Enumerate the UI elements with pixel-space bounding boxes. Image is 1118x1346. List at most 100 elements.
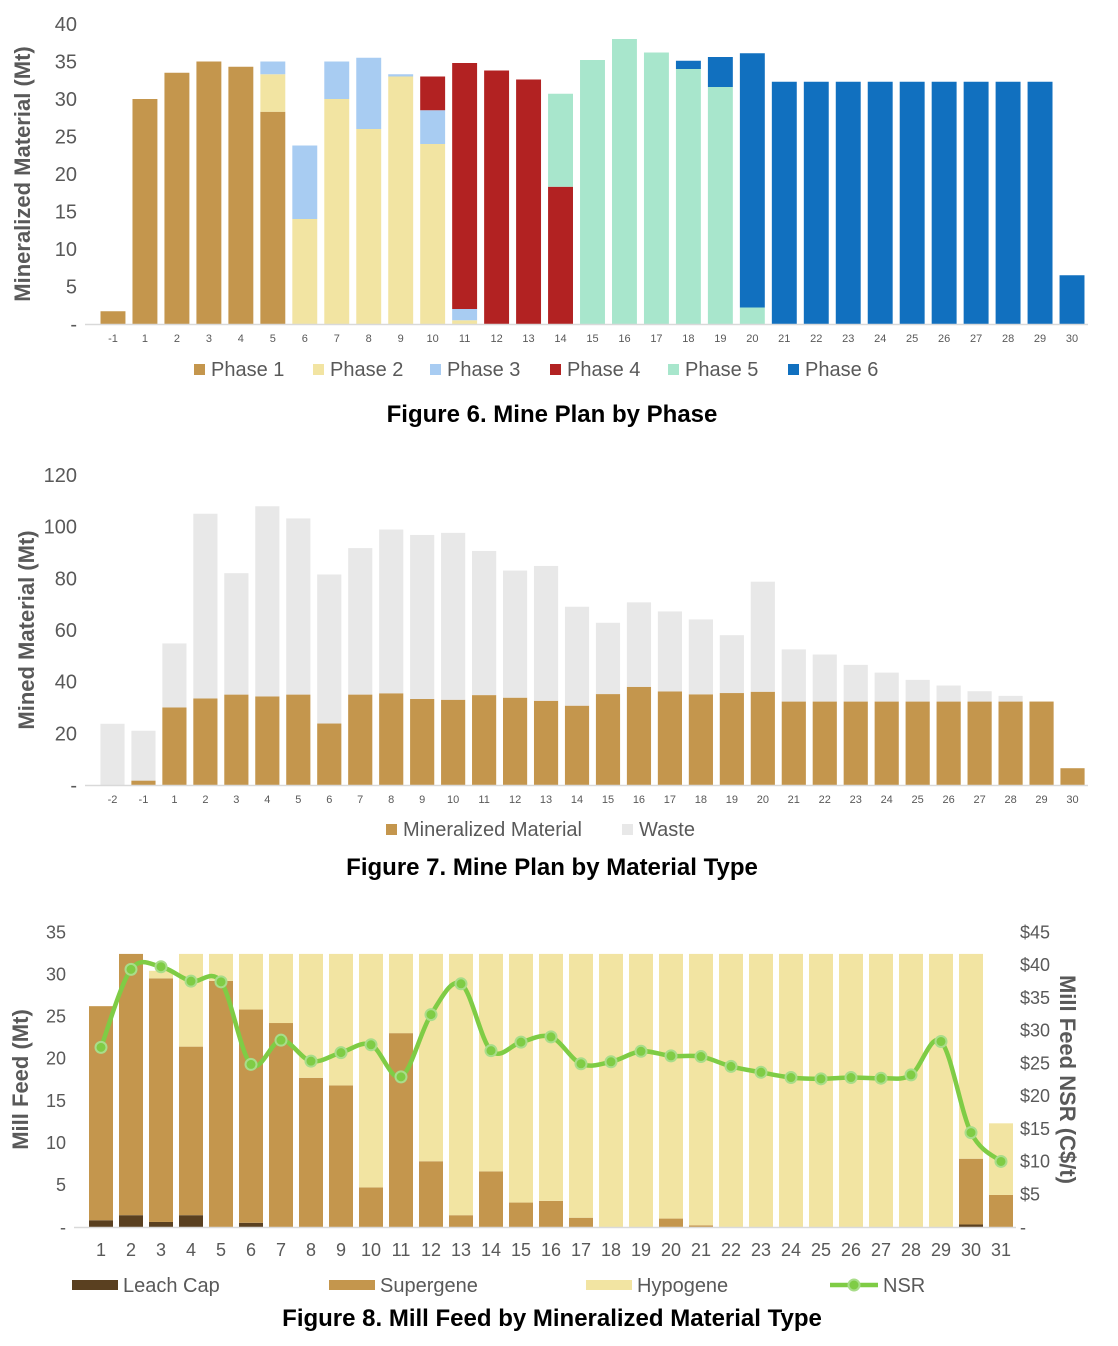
x-tick-label: 24 (874, 333, 886, 345)
bar-supergene-12 (419, 1161, 443, 1227)
bar-waste-8 (379, 529, 404, 694)
bar-supergene-21 (689, 1225, 713, 1227)
bar-waste-4 (255, 506, 280, 697)
nsr-point-25 (814, 1072, 828, 1086)
bar-phase-6-20 (739, 53, 765, 308)
legend-label-phase-4: Phase 4 (567, 359, 640, 381)
x-tick-label: 29 (931, 1240, 951, 1260)
bar-supergene-1 (89, 1006, 113, 1221)
bar-mineralized-material-27 (967, 701, 992, 785)
bar-waste-7 (348, 548, 373, 695)
bar-hypogene-26 (839, 953, 863, 1227)
x-tick-label: 28 (901, 1240, 921, 1260)
x-tick-label: 21 (691, 1240, 711, 1260)
bar-supergene-20 (659, 1218, 683, 1227)
bar-waste-11 (472, 550, 497, 696)
x-tick-label: 22 (810, 333, 822, 345)
bar-phase-2-9 (388, 76, 414, 324)
nsr-point-23 (754, 1065, 768, 1079)
bar-phase-1-1 (132, 99, 158, 324)
nsr-point-15 (514, 1035, 528, 1049)
nsr-point-16 (544, 1030, 558, 1044)
y-tick-label: 60 (55, 620, 77, 642)
y-axis-title: Mined Material (Mt) (14, 530, 39, 729)
bar-hypogene-6 (239, 953, 263, 1010)
x-tick-label: 27 (970, 333, 982, 345)
bar-mineralized-material-29 (1029, 701, 1054, 785)
bar-phase-5-19 (707, 87, 733, 324)
x-tick-label: 13 (522, 333, 534, 345)
y-tick-label: - (70, 314, 77, 336)
x-tick-label: 16 (541, 1240, 561, 1260)
bar-waste-26 (936, 685, 961, 702)
bar-phase-2-5 (260, 74, 286, 112)
bar-phase-5-20 (739, 307, 765, 324)
nsr-point-14 (484, 1044, 498, 1058)
x-tick-label: 12 (421, 1240, 441, 1260)
x-tick-label: 20 (661, 1240, 681, 1260)
nsr-point-5 (214, 975, 228, 989)
x-tick-label: -1 (139, 794, 149, 806)
x-tick-label: 10 (427, 333, 439, 345)
nsr-point-29 (934, 1034, 948, 1048)
bar-phase-5-18 (675, 69, 701, 324)
bar-waste--1 (131, 730, 156, 781)
bar-waste-25 (905, 679, 930, 702)
nsr-point-3 (154, 960, 168, 974)
bar-mineralized-material-17 (657, 691, 682, 785)
bar-phase-6-23 (835, 81, 861, 324)
bar-hypogene-25 (809, 953, 833, 1227)
x-tick-label: 15 (511, 1240, 531, 1260)
bar-supergene-31 (989, 1194, 1013, 1227)
x-tick-label: 7 (276, 1240, 286, 1260)
bar-hypogene-9 (329, 953, 353, 1086)
bar-phase-4-11 (452, 63, 478, 309)
bar-phase-6-22 (803, 81, 829, 324)
x-tick-label: 1 (171, 794, 177, 806)
bar-hypogene-23 (749, 953, 773, 1227)
x-tick-label: 14 (554, 333, 566, 345)
bar-mineralized-material-14 (564, 705, 590, 785)
legend-swatch-phase-3 (430, 364, 441, 375)
chart-2-title: Figure 7. Mine Plan by Material Type (346, 854, 758, 881)
y-tick-label: 100 (44, 517, 77, 539)
x-tick-label: -1 (108, 333, 118, 345)
bar-mineralized-material-24 (874, 701, 899, 785)
legend-swatch-phase-5 (668, 364, 679, 375)
y-tick-label: 35 (46, 922, 66, 942)
bar-mineralized-material-22 (812, 701, 837, 785)
bar-phase-6-24 (867, 81, 893, 324)
bar-waste--2 (100, 723, 125, 785)
x-tick-label: 25 (811, 1240, 831, 1260)
legend-label-phase-5: Phase 5 (685, 359, 758, 381)
legend-label-supergene: Supergene (380, 1275, 478, 1297)
legend-swatch-phase-2 (313, 364, 324, 375)
nsr-point-11 (394, 1070, 408, 1084)
x-tick-label: 6 (326, 794, 332, 806)
bar-phase-3-9 (388, 74, 414, 77)
bar-waste-28 (998, 695, 1023, 702)
x-tick-label: 22 (721, 1240, 741, 1260)
x-tick-label: 21 (788, 794, 800, 806)
chart-1-axes: -1 1 2 3 4 5 6 7 8 9 10 11 12 13 14 15 16 17 18 19 20 21 22 23 2… (10, 14, 1088, 345)
x-tick-label: 2 (174, 333, 180, 345)
x-tick-label: 28 (1004, 794, 1016, 806)
y-tick-label: 120 (44, 465, 77, 487)
x-tick-label: 30 (1066, 333, 1078, 345)
bar-waste-17 (657, 611, 682, 692)
bar-waste-15 (595, 622, 621, 695)
bar-phase-1-4 (228, 66, 254, 324)
nsr-point-30 (964, 1126, 978, 1140)
nsr-point-19 (634, 1044, 648, 1058)
bar-mineralized-material-21 (781, 701, 806, 785)
bar-leach-cap-3 (149, 1221, 173, 1227)
bar-leach-cap-2 (119, 1215, 143, 1227)
bar-waste-21 (781, 649, 806, 702)
bar-waste-22 (812, 654, 837, 702)
x-tick-label: 29 (1035, 794, 1047, 806)
x-tick-label: 9 (419, 794, 425, 806)
x-tick-label: 31 (991, 1240, 1011, 1260)
x-tick-label: 14 (571, 794, 583, 806)
chart-mine-plan-by-material: -2 -1 1 2 3 4 5 6 7 8 9 10 11 12 13 14 15 16 17 18 19 20 21 22 2… (14, 465, 1088, 881)
